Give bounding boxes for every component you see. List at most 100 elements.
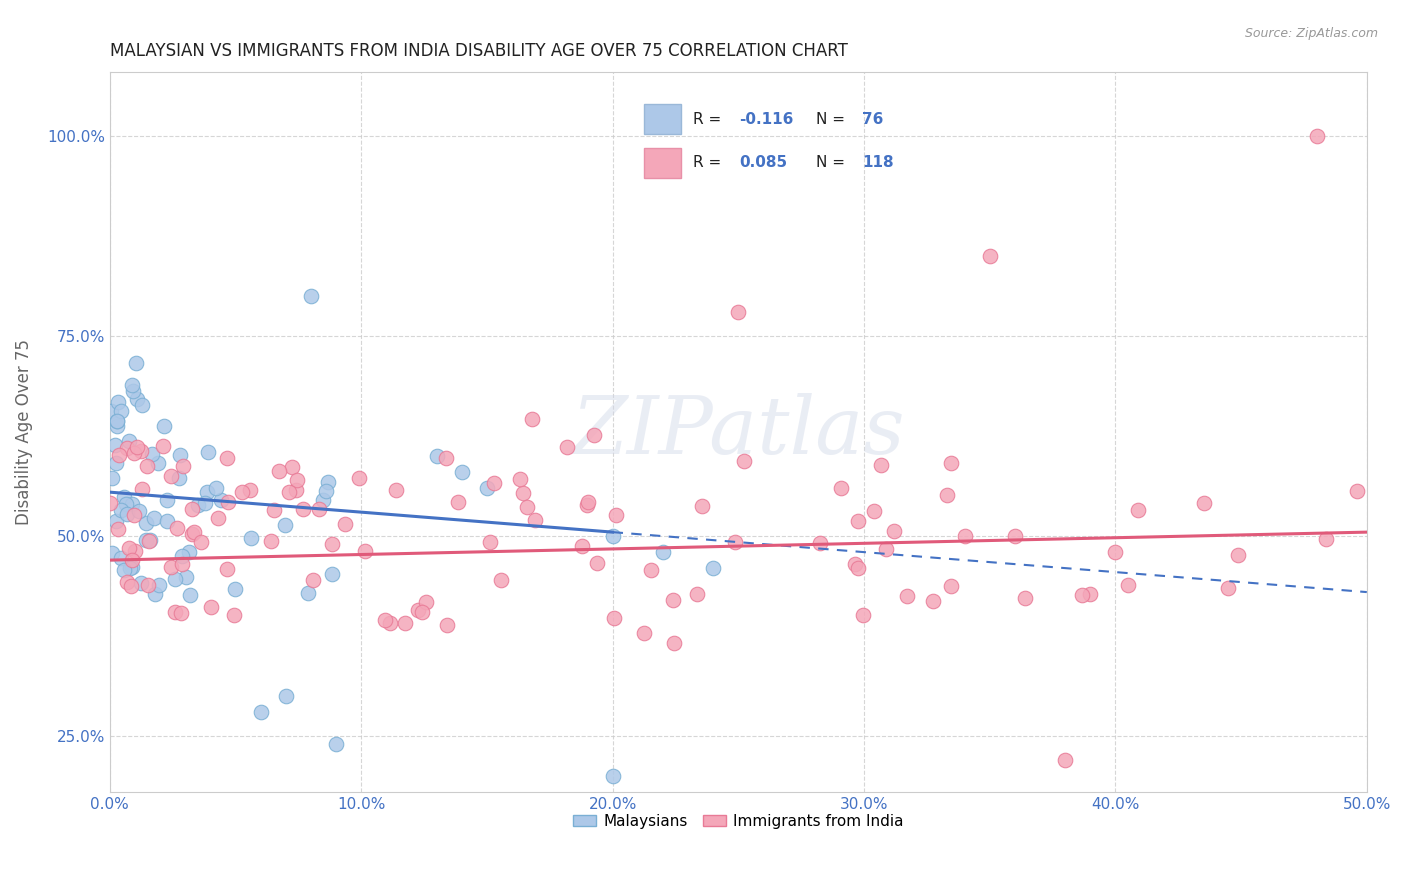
Point: [274, 517, 297, 532]
Point: [520, 411, 543, 425]
Point: [224, 607, 246, 622]
Point: [846, 560, 869, 574]
Point: [808, 535, 831, 549]
Point: [434, 450, 457, 465]
Point: [112, 563, 135, 577]
Point: [979, 249, 1001, 263]
Point: [217, 450, 239, 465]
Point: [848, 515, 870, 529]
Point: [406, 602, 429, 616]
Point: [148, 578, 170, 592]
Point: [167, 471, 190, 485]
Point: [179, 588, 201, 602]
Point: [475, 481, 498, 495]
Point: [378, 616, 401, 631]
Point: [297, 586, 319, 600]
Legend: Malaysians, Immigrants from India: Malaysians, Immigrants from India: [567, 807, 910, 835]
Point: [374, 613, 396, 627]
Point: [478, 535, 501, 549]
Point: [138, 533, 160, 547]
Point: [921, 593, 943, 607]
Point: [662, 593, 685, 607]
Point: [576, 495, 599, 509]
Point: [603, 611, 626, 625]
Point: [135, 516, 157, 531]
Point: [105, 414, 128, 428]
Point: [121, 497, 143, 511]
Point: [160, 559, 183, 574]
Point: [875, 541, 897, 556]
Point: [107, 523, 129, 537]
Point: [415, 594, 437, 608]
Point: [170, 549, 193, 564]
Point: [177, 545, 200, 559]
Point: [941, 456, 963, 470]
Point: [104, 456, 127, 470]
Point: [312, 492, 335, 507]
Point: [896, 589, 918, 603]
Point: [1118, 578, 1140, 592]
Point: [278, 485, 301, 500]
Point: [853, 809, 876, 823]
Point: [1070, 588, 1092, 602]
Point: [936, 488, 959, 502]
Point: [131, 482, 153, 496]
Point: [1305, 129, 1327, 144]
Point: [159, 469, 181, 483]
Point: [122, 446, 145, 460]
Point: [163, 605, 186, 619]
Point: [384, 483, 406, 498]
Point: [100, 404, 122, 418]
Point: [98, 495, 121, 509]
Point: [411, 605, 433, 619]
Point: [121, 384, 143, 398]
Point: [724, 534, 747, 549]
Point: [575, 498, 598, 512]
Point: [239, 483, 262, 497]
Point: [166, 521, 188, 535]
Point: [686, 587, 709, 601]
Point: [129, 443, 152, 458]
Point: [152, 439, 174, 453]
Point: [426, 449, 449, 463]
Point: [260, 533, 283, 548]
Point: [249, 705, 271, 719]
Point: [143, 587, 166, 601]
Point: [138, 533, 160, 548]
Point: [101, 545, 124, 559]
Point: [1014, 591, 1036, 606]
Point: [121, 378, 143, 392]
Y-axis label: Disability Age Over 75: Disability Age Over 75: [15, 339, 32, 525]
Point: [1315, 533, 1337, 547]
Point: [205, 481, 228, 495]
Point: [939, 579, 962, 593]
Point: [120, 579, 142, 593]
Point: [121, 553, 143, 567]
Point: [141, 447, 163, 461]
Point: [354, 544, 377, 558]
Point: [215, 562, 238, 576]
Point: [315, 483, 337, 498]
Point: [118, 541, 141, 556]
Point: [571, 539, 593, 553]
Point: [318, 475, 340, 490]
Point: [156, 514, 179, 528]
Point: [172, 558, 194, 572]
Point: [953, 529, 976, 543]
Point: [727, 305, 749, 319]
Point: [585, 557, 607, 571]
Point: [209, 493, 232, 508]
Point: [523, 513, 546, 527]
Point: [118, 560, 141, 574]
Point: [281, 460, 304, 475]
Point: [1216, 581, 1239, 595]
Point: [870, 458, 893, 472]
Point: [129, 575, 152, 590]
Point: [104, 514, 127, 528]
Point: [136, 459, 159, 474]
Point: [830, 481, 852, 495]
Point: [347, 471, 370, 485]
Point: [136, 578, 159, 592]
Point: [1054, 753, 1077, 767]
Point: [1104, 545, 1126, 559]
